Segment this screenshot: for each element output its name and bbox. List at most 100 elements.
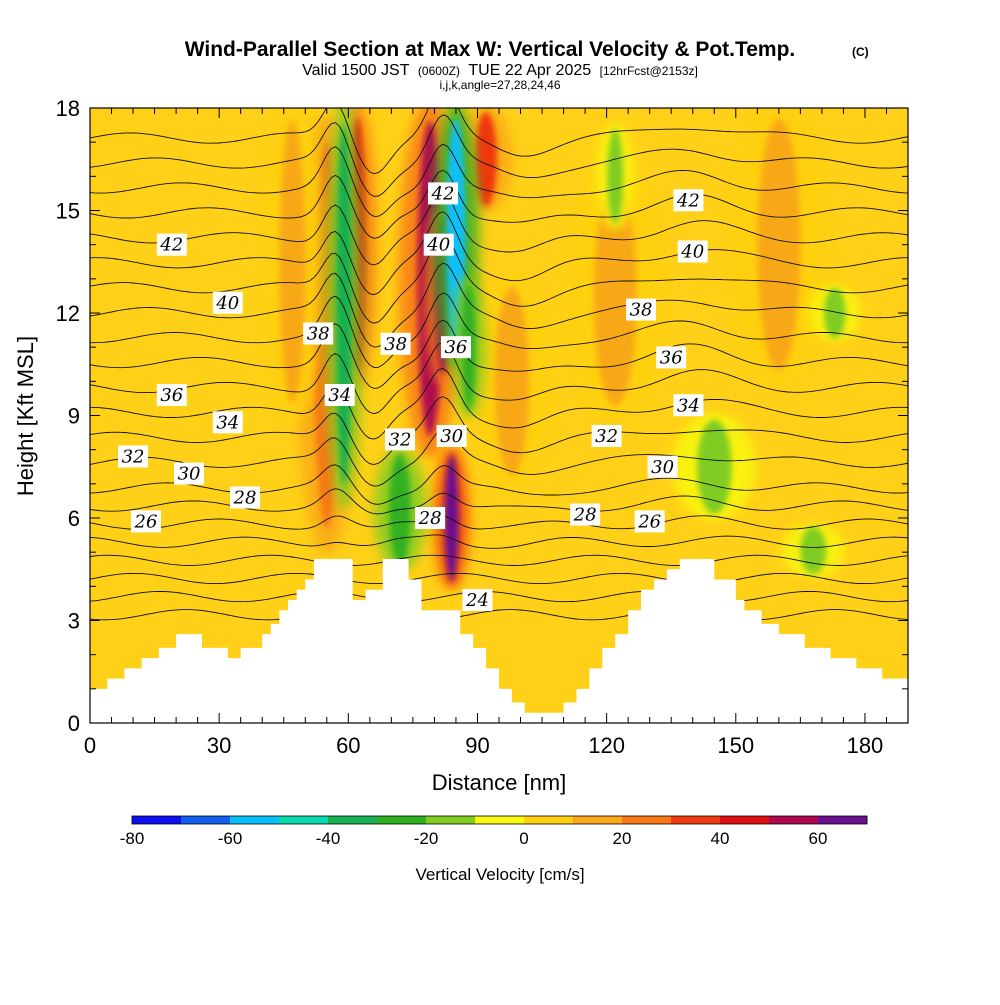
contour-label-box bbox=[212, 411, 243, 434]
contour-label: 32 bbox=[122, 447, 145, 468]
y-tick-label: 9 bbox=[68, 404, 80, 429]
contour-label-box bbox=[324, 384, 355, 406]
y-tick-label: 6 bbox=[68, 506, 80, 531]
x-tick-label: 120 bbox=[588, 733, 625, 758]
x-tick-label: 0 bbox=[84, 733, 96, 758]
contour-label-box bbox=[591, 425, 622, 447]
contour-label: 30 bbox=[651, 457, 674, 478]
colorbar-swatch bbox=[328, 816, 378, 824]
x-tick-label: 30 bbox=[207, 733, 231, 758]
colorbar-swatch bbox=[769, 816, 819, 824]
subtitle-valid: Valid 1500 JST bbox=[302, 62, 410, 79]
colorbar-frame bbox=[131, 815, 868, 825]
contour-label-box bbox=[423, 233, 454, 256]
theta-line bbox=[90, 368, 908, 440]
contour-label: 24 bbox=[465, 590, 489, 611]
updraft-core bbox=[279, 120, 306, 404]
contour-label-box bbox=[673, 394, 704, 417]
colorbar-tick-label: 40 bbox=[711, 829, 730, 848]
contour-label-box bbox=[656, 346, 687, 369]
theta-line bbox=[90, 534, 908, 549]
contour-label-box bbox=[647, 455, 678, 478]
contour-label-box bbox=[428, 182, 459, 205]
downdraft-core bbox=[697, 419, 732, 514]
colorbar-swatch bbox=[132, 816, 182, 824]
colorbar-swatch bbox=[426, 816, 476, 824]
contour-label: 42 bbox=[159, 235, 183, 256]
theta-line bbox=[90, 609, 908, 621]
colorbar-swatch bbox=[671, 816, 721, 824]
contour-label-box bbox=[626, 298, 657, 321]
updraft-core bbox=[494, 287, 530, 476]
updraft-core bbox=[444, 455, 459, 581]
contour-label-box bbox=[440, 336, 471, 359]
colorbar-swatch bbox=[181, 816, 231, 824]
contour-label-box bbox=[212, 291, 243, 314]
contour-label-box bbox=[130, 510, 161, 533]
colorbar-tick-label: 20 bbox=[613, 829, 632, 848]
plot-area: 24 26 26 28 28 28 30 30 30 32 32 32 34 34 34 36 36 36 38 38… bbox=[90, 108, 908, 723]
contour-label-box bbox=[415, 507, 446, 529]
contour-label: 40 bbox=[426, 235, 450, 256]
downdraft-core bbox=[800, 526, 827, 575]
contour-label-box bbox=[174, 462, 205, 485]
chart-subtitle: Valid 1500 JST (0600Z) TUE 22 Apr 2025 [… bbox=[302, 62, 698, 79]
contour-label: 28 bbox=[573, 505, 597, 526]
theta-line bbox=[90, 396, 908, 465]
contour-label: 36 bbox=[160, 385, 183, 406]
colorbar-swatch bbox=[818, 816, 868, 824]
colorbar-tick-label: -80 bbox=[120, 829, 145, 848]
downdraft-core bbox=[336, 123, 352, 486]
theta-line bbox=[90, 464, 908, 505]
colorbar-swatch bbox=[622, 816, 672, 824]
theta-line bbox=[90, 211, 908, 296]
y-tick-label: 18 bbox=[56, 96, 80, 121]
colorbar-swatch bbox=[475, 816, 525, 824]
subtitle-ijk: i,j,k,angle=27,28,24,46 bbox=[439, 78, 560, 92]
theta-line bbox=[90, 234, 908, 324]
contour-label: 34 bbox=[328, 385, 351, 406]
contour-label-box bbox=[673, 189, 704, 212]
theta-contours bbox=[90, 108, 908, 621]
y-tick-label: 3 bbox=[68, 609, 80, 634]
theta-line bbox=[90, 143, 908, 217]
contour-label: 38 bbox=[307, 324, 330, 345]
contour-label: 30 bbox=[440, 426, 463, 447]
terrain bbox=[90, 559, 908, 723]
theta-line bbox=[90, 319, 908, 389]
colorbar-tick-label: 60 bbox=[809, 829, 828, 848]
downdraft-core bbox=[607, 129, 623, 224]
contour-label-box bbox=[380, 332, 411, 355]
colorbar: -80 -60 -40 -20 0 20 40 60 bbox=[120, 815, 868, 848]
contour-label-box bbox=[634, 510, 665, 533]
theta-line bbox=[90, 108, 908, 175]
contour-label: 26 bbox=[637, 511, 661, 532]
contour-label: 28 bbox=[418, 508, 442, 529]
subtitle-utc: (0600Z) bbox=[418, 64, 460, 78]
colorbar-label: Vertical Velocity [cm/s] bbox=[415, 865, 584, 884]
contour-labels: 24 26 26 28 28 28 30 30 30 32 32 32 34 34 34 36 36 36 38 38… bbox=[118, 182, 708, 611]
contour-label-box bbox=[570, 503, 601, 526]
x-tick-label: 60 bbox=[336, 733, 360, 758]
contour-label-box bbox=[303, 322, 334, 345]
chart-title: Wind-Parallel Section at Max W: Vertical… bbox=[185, 38, 796, 61]
colorbar-swatch bbox=[230, 816, 280, 824]
colorbar-tick-label: -20 bbox=[414, 829, 439, 848]
contour-label: 38 bbox=[384, 334, 407, 355]
theta-line bbox=[90, 292, 908, 368]
contour-label-box bbox=[229, 486, 260, 509]
colorbar-swatch bbox=[279, 816, 329, 824]
subtitle-forecast: [12hrFcst@2153z] bbox=[600, 64, 698, 78]
contour-label: 42 bbox=[431, 183, 455, 204]
theta-line bbox=[90, 488, 908, 515]
updraft-core bbox=[475, 112, 497, 207]
colorbar-swatch bbox=[524, 816, 574, 824]
theta-line bbox=[90, 572, 908, 585]
contour-label-box bbox=[677, 240, 708, 263]
contour-label: 26 bbox=[134, 511, 158, 532]
colorbar-swatch bbox=[377, 816, 427, 824]
contour-label: 34 bbox=[677, 395, 700, 416]
contour-label: 42 bbox=[676, 190, 700, 211]
